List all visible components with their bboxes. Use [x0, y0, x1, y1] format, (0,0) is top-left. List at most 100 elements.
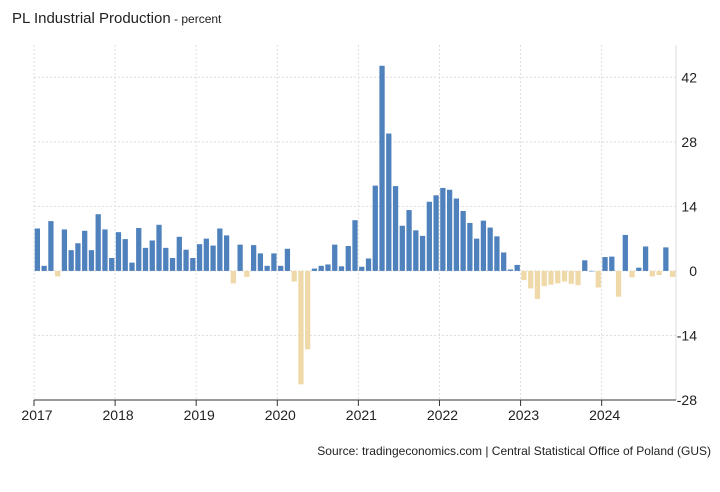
bar: [568, 270, 574, 284]
bar: [230, 270, 236, 284]
bar: [257, 253, 264, 271]
bar: [61, 229, 68, 271]
bar: [149, 240, 155, 271]
bar: [419, 235, 426, 271]
x-tick-label: 2018: [103, 407, 134, 423]
bar: [507, 269, 514, 271]
bar: [494, 236, 500, 271]
bar: [561, 270, 568, 282]
bar: [406, 210, 412, 271]
bar: [365, 258, 372, 271]
bar: [521, 270, 527, 281]
bar: [541, 270, 547, 287]
y-tick-label: -28: [677, 392, 697, 408]
bar: [413, 230, 419, 271]
bar: [480, 220, 487, 271]
bar: [433, 195, 439, 271]
bar: [460, 210, 466, 271]
x-tick-label: 2024: [589, 407, 620, 423]
bar: [82, 230, 88, 271]
y-tick-label: -14: [677, 327, 697, 343]
bar: [663, 247, 669, 271]
bar: [615, 270, 622, 297]
y-tick-label: 28: [681, 134, 697, 150]
bar: [636, 267, 642, 271]
bar: [142, 247, 149, 271]
title-text: PL Industrial Production: [12, 10, 171, 27]
bar: [156, 224, 162, 271]
bar: [555, 270, 561, 284]
bar: [305, 270, 311, 350]
bar: [34, 228, 41, 271]
bar: [588, 270, 595, 272]
bar: [163, 247, 169, 271]
bar: [284, 248, 291, 271]
x-tick-label: 2022: [427, 407, 458, 423]
bar: [528, 270, 534, 289]
title-unit: - percent: [170, 12, 222, 26]
y-tick-label: 42: [681, 69, 697, 85]
bar: [399, 225, 405, 271]
bar: [183, 249, 189, 271]
bar: [55, 270, 61, 277]
bar: [609, 256, 615, 271]
bar: [514, 264, 520, 271]
bar: [501, 252, 507, 271]
bar: [264, 265, 270, 271]
bar: [298, 270, 304, 385]
bar: [453, 198, 460, 271]
bar: [582, 260, 588, 271]
bar: [237, 244, 243, 271]
bar: [372, 185, 378, 271]
bar: [250, 245, 257, 271]
bar: [332, 244, 338, 271]
bar: [352, 220, 358, 271]
bar: [575, 270, 581, 286]
y-tick-label: 14: [681, 198, 697, 214]
y-tick-label: 0: [689, 263, 697, 279]
bar: [210, 245, 216, 271]
bar: [386, 133, 392, 271]
bar: [190, 258, 196, 271]
bar: [223, 235, 230, 271]
bar: [136, 228, 142, 271]
bar: [318, 265, 324, 271]
bar: [548, 270, 554, 285]
bar: [656, 270, 662, 276]
bar: [41, 265, 47, 271]
bar: [68, 250, 74, 271]
bar: [75, 243, 81, 271]
bar: [102, 229, 108, 271]
bar: [534, 270, 541, 300]
bar: [359, 266, 365, 271]
bar: [446, 189, 453, 271]
bar: [602, 257, 608, 271]
bar: [115, 232, 122, 271]
bar: [345, 246, 351, 271]
bar: [311, 268, 318, 271]
bar: [129, 262, 135, 271]
bar: [622, 234, 628, 271]
x-tick-label: 2023: [508, 407, 539, 423]
chart-title: PL Industrial Production - percent: [12, 10, 221, 27]
bar: [109, 258, 115, 271]
bar: [291, 270, 297, 282]
source-note: Source: tradingeconomics.com | Central S…: [317, 444, 711, 458]
bar: [642, 246, 649, 271]
bar: [426, 201, 432, 271]
bar: [595, 270, 601, 288]
bar: [440, 187, 446, 271]
x-tick-label: 2017: [21, 407, 52, 423]
bar: [196, 244, 203, 271]
bar: [271, 253, 277, 271]
bar: [474, 238, 480, 271]
bar: [217, 228, 223, 271]
bar: [649, 270, 655, 277]
bar: [244, 270, 250, 277]
bar: [88, 250, 95, 271]
bar: [122, 239, 128, 271]
bar: [379, 65, 385, 271]
bar: [338, 266, 345, 271]
bar: [48, 221, 54, 271]
